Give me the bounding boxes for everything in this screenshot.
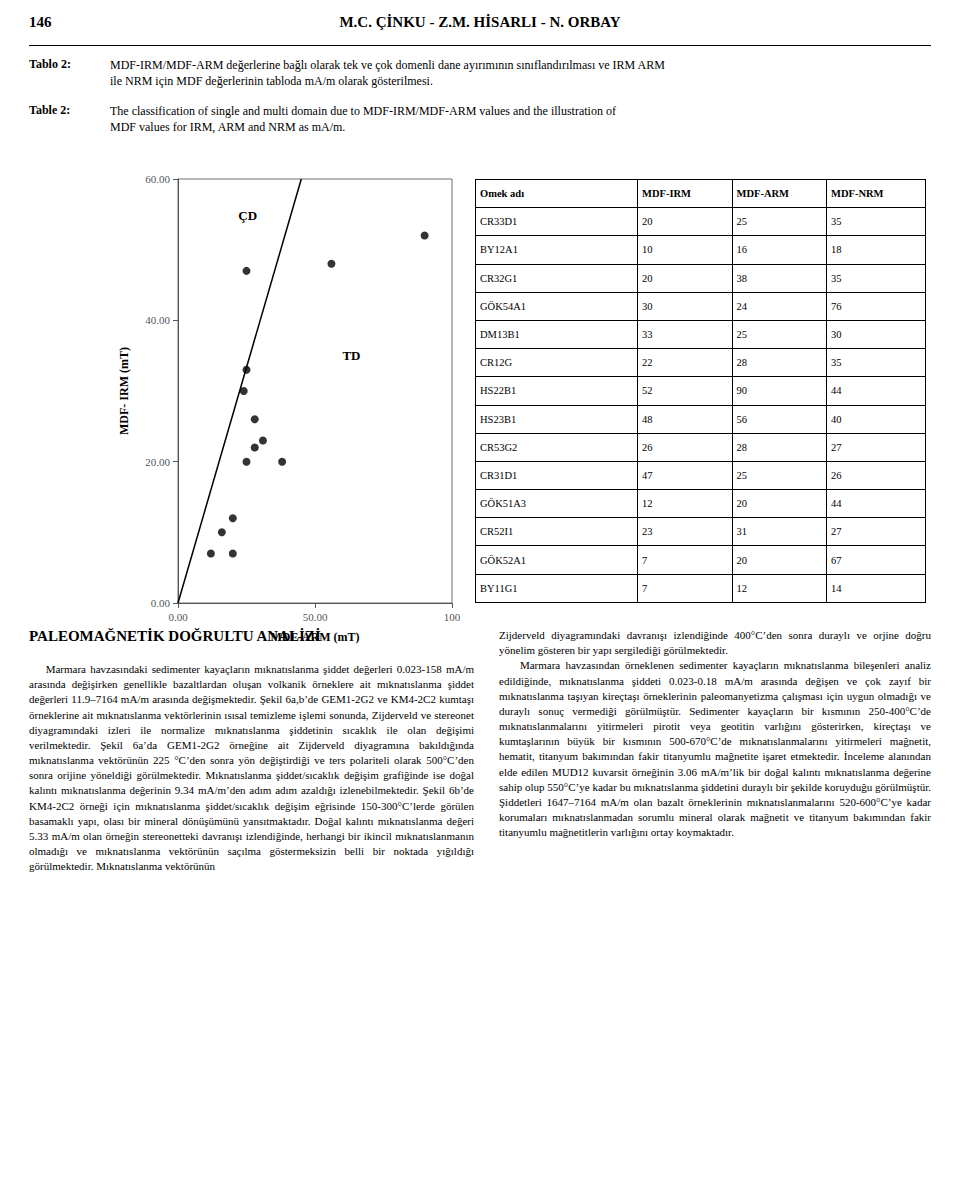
html-text:18: 18 xyxy=(831,244,842,256)
html-text:28: 28 xyxy=(736,357,747,369)
svg-text:ÇD: ÇD xyxy=(238,208,257,223)
html-text:16: 16 xyxy=(736,244,747,256)
html-text:Tablo 2:: Tablo 2: xyxy=(29,57,71,71)
html-text:33: 33 xyxy=(642,329,653,340)
html-text:M.C. ÇİNKU - Z.M. HİSARLI - N.: M.C. ÇİNKU - Z.M. HİSARLI - N. ORBAY xyxy=(339,14,621,30)
html-text:40: 40 xyxy=(831,413,842,425)
html-text:30: 30 xyxy=(642,300,653,312)
html-text:25: 25 xyxy=(736,470,747,481)
html-text:67: 67 xyxy=(831,554,842,566)
html-text:CR31D1: CR31D1 xyxy=(480,470,518,481)
html-text:31: 31 xyxy=(736,526,747,538)
html-text:CR52I1: CR52I1 xyxy=(480,526,514,538)
html-text:76: 76 xyxy=(831,300,842,312)
html-text:GÖK51A3: GÖK51A3 xyxy=(480,498,527,510)
html-text:HS23B1: HS23B1 xyxy=(480,413,517,425)
html-text:10: 10 xyxy=(642,244,653,256)
html-text:14: 14 xyxy=(831,582,842,594)
html-text:28: 28 xyxy=(736,441,747,453)
html-text:52: 52 xyxy=(642,385,653,397)
svg-text:0.00: 0.00 xyxy=(168,611,188,623)
html-text:BY12A1: BY12A1 xyxy=(480,244,518,256)
html-text:38: 38 xyxy=(736,272,747,284)
html-text:20: 20 xyxy=(736,554,747,566)
html-text:12: 12 xyxy=(736,582,747,594)
html-text:GÖK54A1: GÖK54A1 xyxy=(480,300,527,312)
html-text:35: 35 xyxy=(831,216,842,228)
svg-text:TD: TD xyxy=(342,348,360,363)
html-text:23: 23 xyxy=(642,526,653,538)
html-text:GÖK52A1: GÖK52A1 xyxy=(480,554,527,566)
html-text:CR12G: CR12G xyxy=(480,357,513,369)
html-text:CR53G2: CR53G2 xyxy=(480,441,518,453)
html-text:44: 44 xyxy=(831,385,842,397)
html-text:The classification of single a: The classification of single and multi d… xyxy=(110,104,616,135)
html-text:Table 2:: Table 2: xyxy=(29,103,71,117)
html-text:HS22B1: HS22B1 xyxy=(480,385,517,397)
html-text:27: 27 xyxy=(831,441,842,453)
html-text:146: 146 xyxy=(29,14,52,30)
html-text:DM13B1: DM13B1 xyxy=(480,329,520,340)
html-text:CR33D1: CR33D1 xyxy=(480,216,518,228)
html-text:7: 7 xyxy=(642,582,648,594)
html-text:MDF-IRM: MDF-IRM xyxy=(642,188,691,200)
html-text:20: 20 xyxy=(642,216,653,228)
svg-text:50.00: 50.00 xyxy=(303,611,328,623)
html-text:56: 56 xyxy=(736,413,747,425)
html-text:20: 20 xyxy=(736,498,747,510)
html-text:20: 20 xyxy=(642,272,653,284)
html-text:MDF-IRM/MDF-ARM değerlerine ba: MDF-IRM/MDF-ARM değerlerine bağlı olarak… xyxy=(110,58,665,89)
html-text:MDF-ARM: MDF-ARM xyxy=(736,188,789,200)
svg-text:40.00: 40.00 xyxy=(145,314,170,326)
svg-text:60.00: 60.00 xyxy=(145,173,170,185)
html-text:Marmara havzasındaki sedimente: Marmara havzasındaki sedimenter kayaçlar… xyxy=(29,663,477,873)
html-text:90: 90 xyxy=(736,385,747,397)
html-text:48: 48 xyxy=(642,413,653,425)
html-text:12: 12 xyxy=(642,498,653,510)
html-text:35: 35 xyxy=(831,357,842,369)
html-text:Zijderveld diyagramındaki davr: Zijderveld diyagramındaki davranışı izle… xyxy=(499,629,934,839)
html-text:22: 22 xyxy=(642,357,653,369)
html-text:BY11G1: BY11G1 xyxy=(480,582,518,594)
svg-text:20.00: 20.00 xyxy=(145,456,170,468)
html-text:25: 25 xyxy=(736,329,747,340)
html-text:26: 26 xyxy=(642,441,653,453)
html-text:30: 30 xyxy=(831,329,842,340)
html-text:25: 25 xyxy=(736,216,747,228)
html-text:27: 27 xyxy=(831,526,842,538)
html-text:47: 47 xyxy=(642,470,653,481)
html-text:7: 7 xyxy=(642,554,648,566)
html-text:PALEOMAĞNETİK DOĞRULTU ANALİZİ: PALEOMAĞNETİK DOĞRULTU ANALİZİ xyxy=(29,628,321,644)
html-text:26: 26 xyxy=(831,470,842,481)
html-text:35: 35 xyxy=(831,272,842,284)
svg-text:MDF- IRM (mT): MDF- IRM (mT) xyxy=(117,347,131,435)
html-text:44: 44 xyxy=(831,498,842,510)
html-text:24: 24 xyxy=(736,300,747,312)
html-text:CR32G1: CR32G1 xyxy=(480,272,518,284)
svg-text:100: 100 xyxy=(444,611,461,623)
html-text:Omek adı: Omek adı xyxy=(480,188,524,200)
svg-text:0.00: 0.00 xyxy=(151,597,171,609)
html-text:MDF-NRM: MDF-NRM xyxy=(831,188,884,200)
